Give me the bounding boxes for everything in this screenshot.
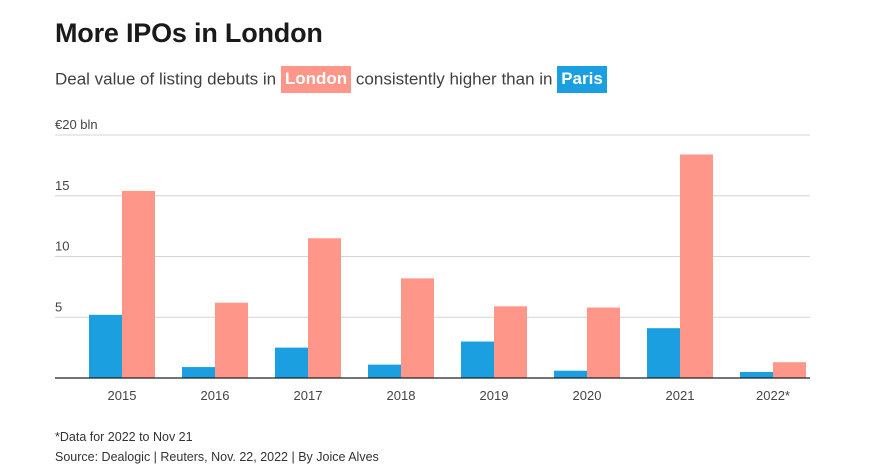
x-tick-label-2016: 2016 (201, 388, 230, 403)
bar-london-2015 (122, 190, 155, 378)
bar-paris-2018 (368, 364, 401, 378)
bar-paris-2021 (647, 328, 680, 378)
bar-paris-2019 (461, 341, 494, 378)
bar-paris-2022 (740, 371, 773, 378)
bar-paris-2015 (89, 314, 122, 378)
bar-paris-2016 (182, 367, 215, 378)
y-tick-label-15: 15 (55, 178, 69, 193)
x-tick-label-2015: 2015 (108, 388, 137, 403)
bar-paris-2020 (554, 370, 587, 378)
x-tick-label-2021: 2021 (666, 388, 695, 403)
y-tick-label-10: 10 (55, 239, 69, 254)
y-tick-label-5: 5 (55, 299, 62, 314)
x-tick-label-2017: 2017 (294, 388, 323, 403)
bar-london-2022 (773, 362, 806, 378)
source-line: Source: Dealogic | Reuters, Nov. 22, 202… (55, 450, 379, 464)
bar-london-2020 (587, 307, 620, 378)
subtitle-text-middle: consistently higher than in (355, 69, 553, 89)
x-tick-label-2019: 2019 (480, 388, 509, 403)
x-tick-label-2020: 2020 (573, 388, 602, 403)
chart-title: More IPOs in London (55, 18, 323, 48)
bar-london-2019 (494, 306, 527, 378)
chart-subtitle: Deal value of listing debuts in London c… (55, 66, 607, 93)
bar-paris-2017 (275, 347, 308, 378)
bar-london-2017 (308, 238, 341, 378)
x-tick-label-2018: 2018 (387, 388, 416, 403)
y-tick-label-20: €20 bln (55, 117, 98, 132)
subtitle-text-start: Deal value of listing debuts in (55, 69, 277, 89)
x-tick-label-2022: 2022* (756, 388, 790, 403)
footnote: *Data for 2022 to Nov 21 (55, 430, 193, 444)
bar-london-2018 (401, 278, 434, 378)
bar-london-2021 (680, 154, 713, 378)
legend-paris-highlight: Paris (557, 66, 607, 93)
legend-london-highlight: London (280, 66, 352, 93)
bar-london-2016 (215, 302, 248, 378)
